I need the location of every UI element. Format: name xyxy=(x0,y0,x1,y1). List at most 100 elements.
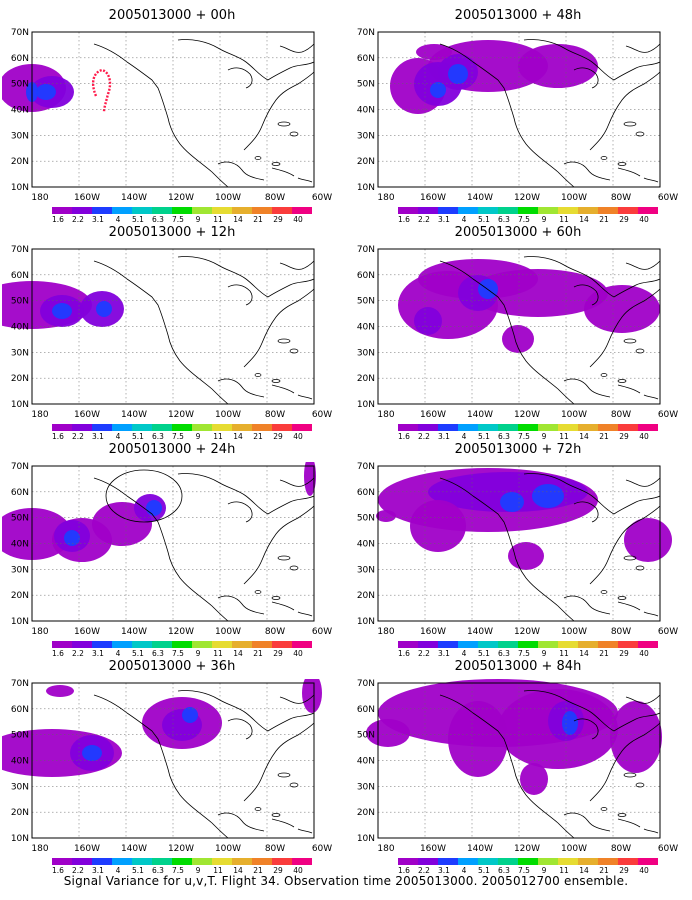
latitude-label: 40N xyxy=(357,106,375,116)
colorbar-swatch xyxy=(112,207,132,214)
colorbar-swatch xyxy=(438,641,458,648)
latitude-label: 20N xyxy=(357,157,375,167)
colorbar-swatch xyxy=(498,424,518,431)
latitude-label: 50N xyxy=(357,731,375,741)
variance-contour xyxy=(610,701,662,773)
island xyxy=(271,813,281,817)
latitude-label: 40N xyxy=(11,540,29,550)
coastline xyxy=(279,43,315,53)
latitude-label: 50N xyxy=(357,297,375,307)
latitude-label: 50N xyxy=(11,297,29,307)
colorbar-label: 3.1 xyxy=(438,215,450,224)
latitude-label: 30N xyxy=(11,348,29,358)
coastline xyxy=(279,477,315,487)
colorbar-swatch xyxy=(152,641,172,648)
latitude-label: 50N xyxy=(11,80,29,90)
colorbar-label: 11 xyxy=(213,866,223,875)
longitude-label: 100W xyxy=(215,410,241,420)
coastline xyxy=(589,505,661,585)
colorbar-swatch xyxy=(292,641,312,648)
colorbar-swatch xyxy=(438,424,458,431)
colorbar-swatch xyxy=(292,858,312,865)
longitude-label: 160W xyxy=(74,193,100,203)
colorbar-label: 1.6 xyxy=(52,649,64,658)
colorbar-swatch xyxy=(92,641,112,648)
colorbar-label: 3.1 xyxy=(92,215,104,224)
map-panel-84h: 2005013000 + 84h 70N 60N 50N 40N 30N 20N 10N 18… xyxy=(348,659,688,875)
latitude-label: 10N xyxy=(11,617,29,627)
colorbar-swatch xyxy=(252,641,272,648)
latitude-label: 10N xyxy=(357,834,375,844)
longitude-label: 160W xyxy=(420,410,446,420)
coastline xyxy=(227,501,253,523)
colorbar-swatch xyxy=(558,641,578,648)
colorbar-swatch xyxy=(398,641,418,648)
colorbar-label: 2.2 xyxy=(72,215,84,224)
latitude-label: 40N xyxy=(357,323,375,333)
colorbar-swatch xyxy=(418,207,438,214)
island xyxy=(617,596,627,600)
colorbar-label: 14 xyxy=(233,432,243,441)
colorbar-label: 14 xyxy=(579,649,589,658)
coastline xyxy=(563,812,611,832)
colorbar-swatch xyxy=(518,424,538,431)
coastline xyxy=(271,384,313,400)
colorbar-label: 1.6 xyxy=(398,432,410,441)
colorbar-label: 40 xyxy=(293,866,303,875)
colorbar-swatch xyxy=(538,641,558,648)
variance-contour xyxy=(52,303,72,319)
colorbar-swatch xyxy=(212,207,232,214)
longitude-label: 140W xyxy=(121,410,147,420)
panel-title: 2005013000 + 72h xyxy=(454,442,582,457)
longitude-label: 100W xyxy=(215,193,241,203)
island xyxy=(623,772,637,778)
colorbar-swatch xyxy=(538,858,558,865)
longitude-label: 180 xyxy=(377,844,394,854)
colorbar-swatch xyxy=(498,858,518,865)
colorbar-swatch xyxy=(458,207,478,214)
colorbar-label: 4 xyxy=(116,649,121,658)
coastline xyxy=(439,694,575,839)
coastline xyxy=(613,495,661,515)
map-border xyxy=(377,31,661,188)
colorbar-swatch xyxy=(518,858,538,865)
latitude-label: 70N xyxy=(357,28,375,38)
island xyxy=(254,373,262,377)
colorbar-swatch xyxy=(598,424,618,431)
colorbar-label: 29 xyxy=(619,432,629,441)
coastline xyxy=(439,43,575,188)
map-panel-60h: 2005013000 + 60h 70N 60N 50N 40N 30N 20N 10N 18… xyxy=(348,225,688,441)
colorbar-label: 4 xyxy=(462,432,467,441)
colorbar-label: 11 xyxy=(213,649,223,658)
variance-contour xyxy=(82,745,102,761)
latitude-label: 30N xyxy=(11,782,29,792)
latitude-label: 60N xyxy=(11,54,29,64)
colorbar-label: 6.3 xyxy=(498,649,510,658)
colorbar-label: 2.2 xyxy=(72,866,84,875)
longitude-label: 80W xyxy=(265,410,285,420)
colorbar-label: 2.2 xyxy=(72,432,84,441)
coastline xyxy=(625,43,661,53)
variance-contour xyxy=(624,518,672,562)
colorbar-swatch xyxy=(52,641,72,648)
colorbar-swatch xyxy=(618,424,638,431)
colorbar-label: 9 xyxy=(196,432,201,441)
colorbar-label: 6.3 xyxy=(498,215,510,224)
variance-contour xyxy=(448,701,508,777)
colorbar-label: 5.1 xyxy=(132,215,144,224)
panel-title: 2005013000 + 60h xyxy=(454,225,582,240)
coastline xyxy=(93,694,229,839)
colorbar-label: 3.1 xyxy=(438,649,450,658)
colorbar-label: 2.2 xyxy=(418,215,430,224)
colorbar-label: 9 xyxy=(196,866,201,875)
colorbar-swatch xyxy=(478,858,498,865)
island xyxy=(617,813,627,817)
variance-contour xyxy=(448,64,468,84)
coastline xyxy=(523,256,615,298)
island xyxy=(600,373,608,377)
colorbar-label: 11 xyxy=(213,215,223,224)
latitude-label: 70N xyxy=(357,245,375,255)
